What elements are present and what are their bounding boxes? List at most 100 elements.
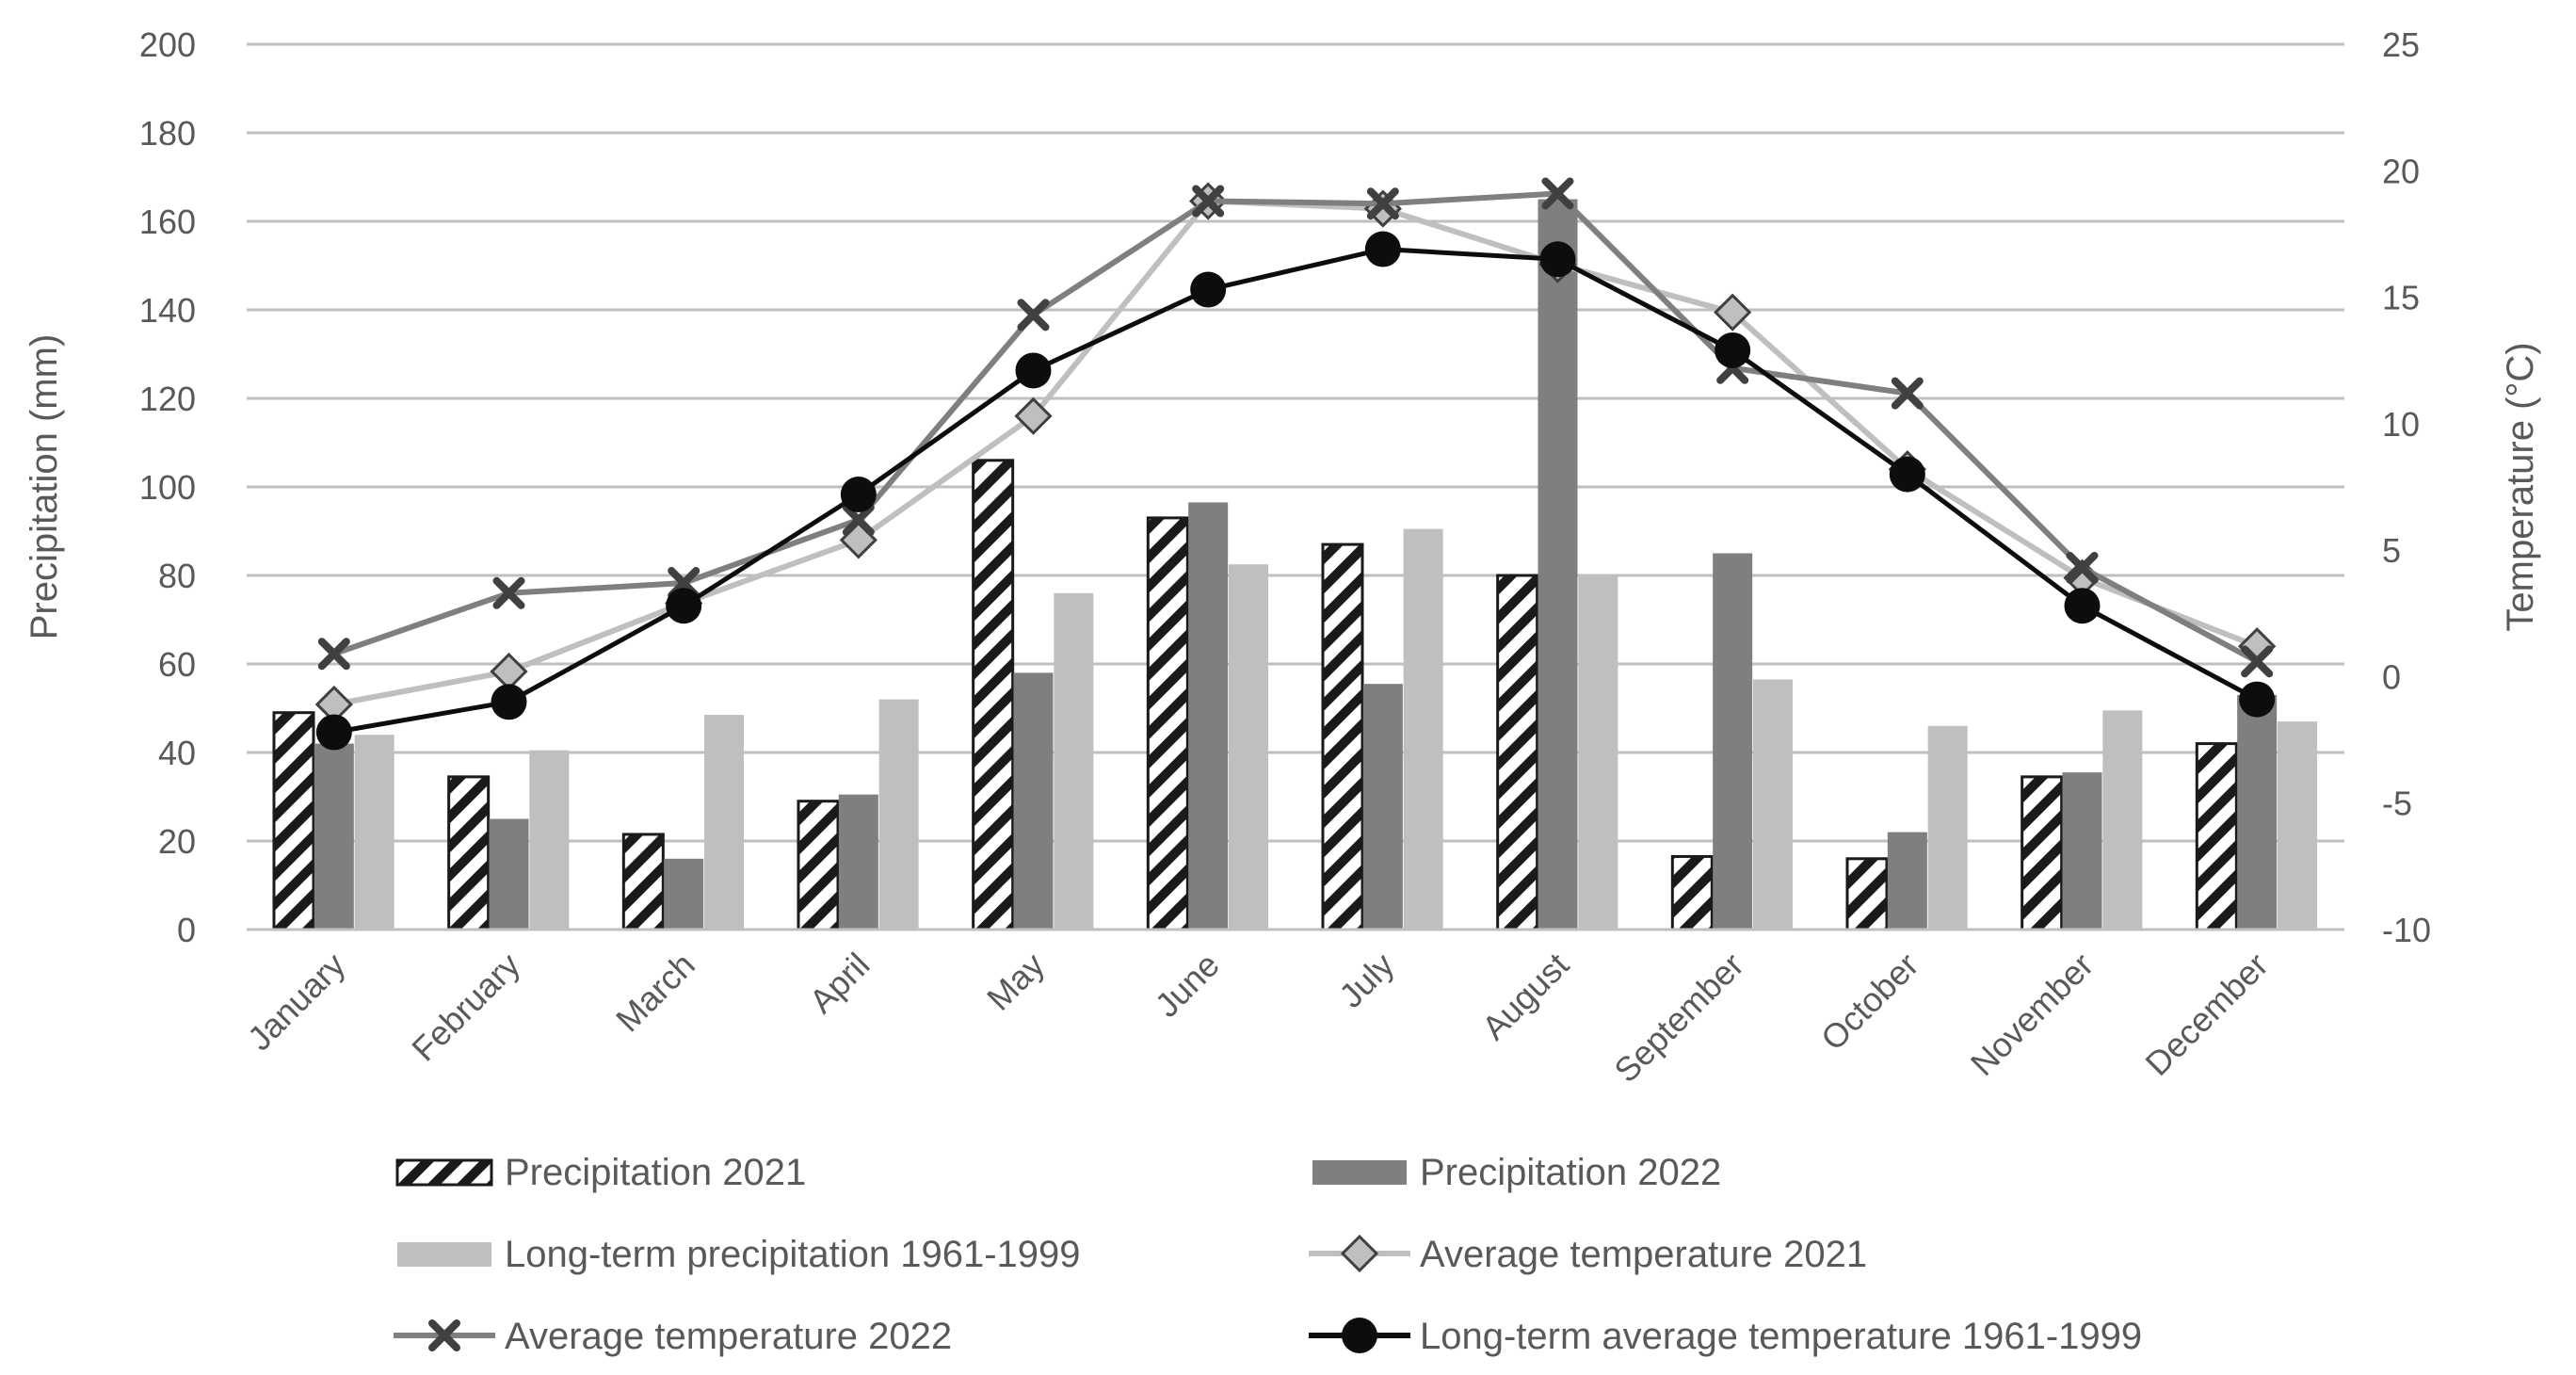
legend-label: Average temperature 2022 [505, 1316, 952, 1357]
legend-label: Average temperature 2021 [1420, 1234, 1867, 1275]
marker-average-temperature-2022-august [1541, 177, 1574, 210]
bar-long-term-precipitation-1961-1999-december [2278, 721, 2318, 930]
y-right-tick-label: 20 [2382, 152, 2420, 190]
legend-swatch-long-term-precipitation-1961-1999 [397, 1242, 491, 1267]
bar-precipitation-2021-february [447, 775, 491, 931]
legend-swatch-precipitation-2021 [395, 1158, 493, 1187]
marker-average-temperature-2021-may [1014, 396, 1053, 435]
y-left-tick-label: 200 [139, 25, 196, 64]
x-tick-label-september: September [1606, 946, 1751, 1091]
bar-precipitation-2022-january [314, 743, 354, 930]
bar-long-term-precipitation-1961-1999-april [878, 699, 919, 930]
bar-long-term-precipitation-1961-1999-september [1753, 679, 1794, 930]
bar-precipitation-2022-july [1362, 684, 1403, 930]
line-average-temperature-2022 [332, 190, 2259, 664]
bar-precipitation-2022-august [1538, 199, 1578, 930]
legend-label: Precipitation 2021 [505, 1152, 806, 1193]
marker-long-term-average-temperature-1961-1999-june [1190, 271, 1227, 308]
marker-average-temperature-2022-december [2241, 645, 2274, 678]
x-tick-label-april: April [802, 946, 877, 1021]
legend: Precipitation 2021 Precipitation 2022 Long… [394, 1152, 2142, 1357]
marker-average-temperature-2021-february [490, 652, 528, 691]
marker-average-temperature-2022-october [1891, 377, 1924, 410]
y-right-tick-label: 10 [2382, 405, 2420, 444]
y-right-axis-title: Temperature (°C) [2500, 342, 2541, 631]
marker-long-term-average-temperature-1961-1999-september [1715, 332, 1751, 368]
bar-precipitation-2022-june [1188, 502, 1229, 930]
bar-precipitation-2022-november [2062, 772, 2102, 930]
bar-precipitation-2021-june [1146, 516, 1189, 931]
bar-precipitation-2021-october [1845, 857, 1889, 931]
marker-average-temperature-2022-may [1017, 299, 1050, 332]
temperature-lines [314, 177, 2277, 751]
bar-precipitation-2022-march [664, 858, 704, 930]
legend-label: Long-term precipitation 1961-1999 [505, 1234, 1081, 1275]
marker-average-temperature-2022-november [2066, 551, 2099, 584]
bar-long-term-precipitation-1961-1999-august [1578, 575, 1618, 930]
bar-precipitation-2021-september [1670, 854, 1714, 931]
marker-average-temperature-2022-april [842, 503, 875, 536]
y-left-tick-label: 100 [139, 468, 196, 507]
x-tick-label-june: June [1148, 946, 1227, 1025]
marker-long-term-average-temperature-1961-1999-february [491, 684, 527, 720]
bar-precipitation-2021-april [797, 800, 840, 931]
x-tick-label-december: December [2137, 946, 2275, 1083]
y-left-tick-label: 60 [158, 645, 196, 684]
y-left-tick-label: 40 [158, 734, 196, 772]
x-tick-label-october: October [1813, 946, 1926, 1059]
marker-average-temperature-2022-january [317, 638, 350, 671]
legend-item-average-temperature-2021: Average temperature 2021 [1309, 1234, 1867, 1275]
bar-precipitation-2021-january [272, 711, 315, 931]
bar-long-term-precipitation-1961-1999-march [704, 715, 745, 930]
bar-long-term-precipitation-1961-1999-october [1927, 725, 1968, 930]
bar-precipitation-2021-november [2021, 775, 2064, 931]
legend-marker-long-term-average-temperature-1961-1999 [1342, 1318, 1377, 1353]
marker-long-term-average-temperature-1961-1999-july [1364, 231, 1401, 267]
bar-precipitation-2022-december [2237, 694, 2278, 930]
legend-item-long-term-precipitation-1961-1999: Long-term precipitation 1961-1999 [397, 1234, 1081, 1275]
legend-item-average-temperature-2022: Average temperature 2022 [394, 1316, 952, 1357]
bar-precipitation-2022-april [838, 794, 878, 930]
legend-item-long-term-average-temperature-1961-1999: Long-term average temperature 1961-1999 [1309, 1316, 2142, 1357]
x-tick-label-november: November [1963, 946, 2101, 1083]
line-long-term-average-temperature-1961-1999 [333, 247, 2259, 735]
legend-label: Long-term average temperature 1961-1999 [1420, 1316, 2142, 1357]
x-tick-label-may: May [979, 946, 1052, 1018]
marker-long-term-average-temperature-1961-1999-march [666, 588, 702, 624]
marker-long-term-average-temperature-1961-1999-january [315, 714, 352, 751]
bar-long-term-precipitation-1961-1999-july [1403, 528, 1443, 930]
legend-swatch-precipitation-2022 [1312, 1160, 1407, 1185]
legend-marker-average-temperature-2022 [428, 1319, 460, 1351]
x-tick-label-february: February [404, 946, 527, 1069]
marker-long-term-average-temperature-1961-1999-october [1889, 456, 1925, 493]
bar-precipitation-2022-september [1713, 553, 1753, 930]
y-right-tick-label: -5 [2382, 785, 2412, 823]
y-left-axis-title: Precipitation (mm) [24, 334, 65, 640]
legend-marker-average-temperature-2021 [1340, 1234, 1379, 1273]
legend-label: Precipitation 2022 [1420, 1152, 1721, 1193]
y-right-tick-label: 0 [2382, 657, 2401, 696]
axes: 0 20 40 60 80 100 120 140 160 180 200 -10 -5 0 5 10 15 20… [24, 25, 2541, 1090]
marker-average-temperature-2022-june [1192, 185, 1225, 218]
marker-average-temperature-2022-july [1366, 187, 1399, 220]
bar-precipitation-2021-may [972, 459, 1015, 931]
bar-long-term-precipitation-1961-1999-january [354, 735, 394, 930]
marker-long-term-average-temperature-1961-1999-november [2064, 588, 2101, 624]
bars [272, 199, 2318, 931]
x-tick-label-march: March [608, 946, 702, 1040]
y-right-tick-label: 15 [2382, 279, 2420, 317]
marker-long-term-average-temperature-1961-1999-april [840, 477, 877, 513]
marker-long-term-average-temperature-1961-1999-may [1015, 352, 1052, 389]
bar-precipitation-2021-july [1321, 542, 1364, 931]
bar-long-term-precipitation-1961-1999-november [2102, 710, 2143, 930]
marker-long-term-average-temperature-1961-1999-december [2239, 681, 2276, 718]
bar-precipitation-2021-december [2195, 742, 2238, 931]
y-left-tick-label: 160 [139, 202, 196, 241]
bar-precipitation-2021-march [621, 833, 665, 931]
bar-long-term-precipitation-1961-1999-february [529, 750, 570, 930]
x-tick-label-july: July [1331, 946, 1401, 1015]
y-left-tick-label: 20 [158, 822, 196, 861]
bar-precipitation-2022-february [489, 818, 529, 930]
y-right-tick-label: -10 [2382, 911, 2431, 949]
